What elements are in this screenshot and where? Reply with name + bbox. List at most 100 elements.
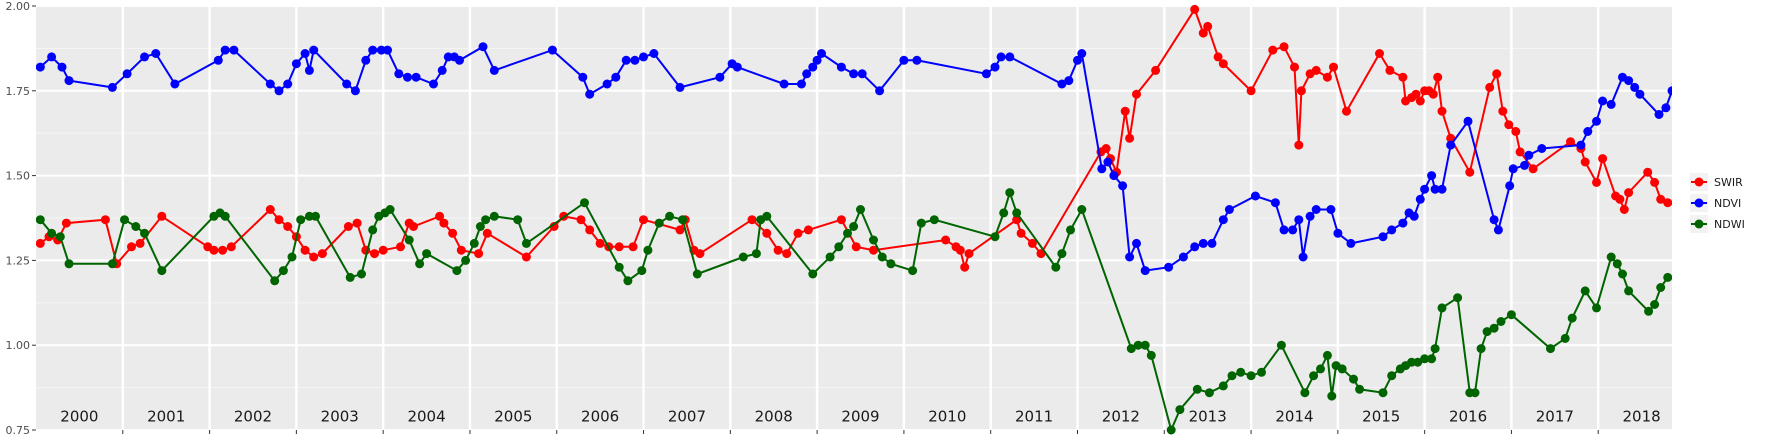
ndwi-point (1560, 333, 1570, 343)
ndvi-point (547, 45, 557, 55)
ndwi-point (869, 235, 878, 245)
ndwi-point (415, 259, 425, 269)
ndvi-point (857, 69, 867, 79)
swir-point (585, 225, 595, 235)
ndvi-point (1250, 191, 1260, 201)
ndwi-point (1349, 374, 1358, 384)
swir-point (352, 218, 362, 228)
ndvi-point (732, 62, 742, 72)
ndwi-point (637, 266, 647, 276)
year-label-2007: 2007 (668, 408, 706, 426)
y-tick-label: 1.75 (6, 85, 31, 98)
ndvi-point (1378, 232, 1388, 242)
ndvi-point (309, 45, 319, 55)
swir-point (1342, 106, 1351, 116)
ndvi-point (283, 79, 293, 89)
swir-point (1268, 45, 1278, 55)
ndwi-point (1146, 350, 1156, 360)
ndwi-point (1506, 310, 1516, 320)
ndwi-point (1192, 384, 1202, 394)
ndvi-point (368, 45, 378, 55)
ndvi-point (1598, 96, 1608, 106)
ndwi-point (929, 215, 939, 225)
ndwi-point (1246, 371, 1256, 381)
ndvi-point (1103, 157, 1113, 167)
ndvi-point (1508, 164, 1518, 174)
swir-point (869, 245, 878, 255)
ndwi-point (1592, 303, 1601, 313)
swir-point (36, 238, 45, 248)
year-label-2016: 2016 (1449, 408, 1487, 426)
ndwi-point (623, 276, 633, 286)
swir-point (448, 228, 458, 238)
ndvi-point (1064, 76, 1074, 86)
ndwi-point (452, 266, 462, 276)
ndwi-point (475, 222, 485, 231)
ndvi-point (1537, 144, 1547, 153)
ndwi-point (1236, 367, 1246, 377)
ndwi-point (1140, 340, 1150, 350)
legend-key-point (1694, 198, 1704, 208)
ndwi-point (311, 211, 320, 221)
swir-point (474, 249, 484, 259)
swir-point (135, 238, 145, 248)
ndvi-point (478, 42, 488, 52)
swir-point (482, 228, 492, 238)
ndwi-point (469, 238, 479, 248)
ndwi-point (678, 215, 688, 225)
ndvi-point (220, 45, 230, 55)
ndvi-point (403, 72, 412, 82)
ndvi-point (912, 55, 922, 65)
swir-point (1125, 133, 1135, 143)
ndvi-point (361, 55, 371, 65)
swir-point (803, 225, 813, 235)
swir-point (1433, 72, 1443, 82)
ndwi-point (368, 225, 378, 235)
swir-point (1101, 144, 1111, 153)
ndwi-point (521, 238, 531, 248)
ndwi-point (296, 215, 306, 225)
ndwi-point (1420, 354, 1430, 364)
ndvi-point (265, 79, 275, 89)
ndvi-point (1132, 238, 1141, 248)
swir-point (1385, 65, 1395, 75)
ndwi-point (107, 259, 117, 269)
ndwi-point (1227, 371, 1237, 381)
swir-point (1592, 177, 1601, 187)
ndwi-point (1612, 259, 1622, 269)
year-label-2018: 2018 (1623, 408, 1661, 426)
ndwi-point (614, 262, 624, 272)
swir-point (1492, 69, 1502, 79)
ndwi-point (1005, 188, 1015, 198)
ndvi-point (808, 62, 818, 72)
swir-point (1624, 188, 1634, 198)
ndvi-point (300, 49, 310, 58)
ndwi-point (1327, 391, 1337, 401)
swir-point (762, 228, 772, 238)
swir-point (1290, 62, 1299, 72)
ndvi-point (213, 55, 223, 65)
swir-point (1294, 140, 1304, 150)
ndwi-point (1470, 388, 1480, 398)
y-tick-label: 2.00 (6, 0, 31, 13)
ndwi-point (513, 215, 523, 225)
ndwi-point (1257, 367, 1266, 377)
y-tick-label: 1.25 (6, 254, 31, 267)
ndvi-point (1218, 215, 1228, 225)
ndvi-point (1305, 211, 1315, 221)
ndwi-point (278, 266, 288, 276)
swir-point (964, 249, 974, 259)
ndwi-point (1387, 371, 1397, 381)
ndvi-point (151, 49, 161, 58)
ndwi-point (999, 208, 1009, 218)
ndvi-point (342, 79, 352, 89)
ndvi-point (1671, 82, 1672, 86)
year-label-2003: 2003 (321, 408, 359, 426)
legend-label-ndwi: NDWI (1714, 218, 1745, 231)
ndvi-point (57, 62, 67, 72)
y-tick-label: 1.00 (6, 339, 31, 352)
ndvi-point (990, 62, 1000, 72)
year-label-2010: 2010 (928, 408, 966, 426)
ndwi-point (886, 259, 896, 269)
swir-point (409, 222, 418, 231)
